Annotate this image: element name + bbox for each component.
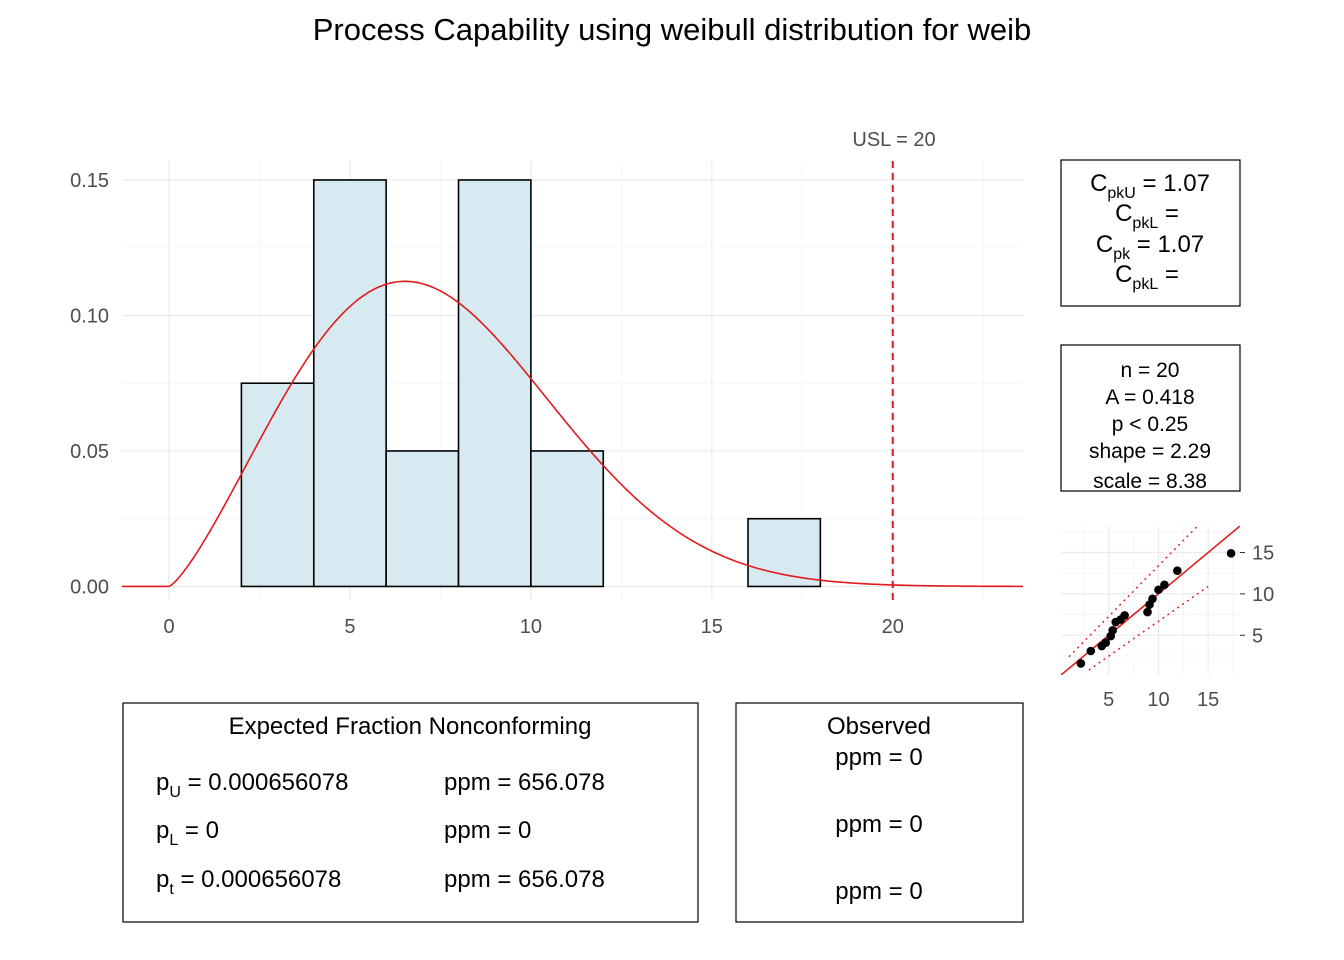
- cpk-text: Cpk = 1.07: [1096, 231, 1204, 263]
- observed-box: [735, 702, 1024, 923]
- density-curve-path: [122, 280, 1024, 588]
- stat-scale: scale = 8.38: [1093, 470, 1207, 493]
- qq-point: [1148, 594, 1157, 604]
- histogram-bar: [240, 382, 315, 588]
- qq-point: [1086, 646, 1096, 656]
- x-tick-label: 5: [344, 616, 355, 638]
- y-tick-label: 0.15: [70, 170, 109, 192]
- observed-ppm-3: ppm = 0: [835, 878, 922, 905]
- x-tick-label: 0: [163, 616, 174, 638]
- qq-lower-band: [1088, 585, 1209, 671]
- qq-point: [1108, 626, 1118, 635]
- pt-text: pt = 0.000656078: [156, 866, 341, 898]
- qq-x-ticks: 5 10 15: [1103, 689, 1219, 711]
- stat-shape: shape = 2.29: [1089, 440, 1211, 463]
- usl-label: USL = 20: [852, 129, 935, 151]
- qq-x-tick-label: 5: [1103, 689, 1114, 711]
- y-axis-ticks: 0.00 0.05 0.10 0.15: [70, 170, 109, 598]
- qq-point: [1076, 659, 1086, 668]
- histogram-bar: [385, 450, 460, 588]
- qq-point: [1120, 611, 1129, 620]
- capability-box: [1060, 159, 1241, 307]
- observed-ppm-2: ppm = 0: [835, 811, 922, 838]
- qq-points: [1076, 549, 1236, 668]
- y-tick-label: 0.05: [70, 441, 109, 463]
- histogram-bars: [240, 179, 822, 588]
- qq-y-tick-label: 15: [1252, 542, 1274, 564]
- histogram-bar: [530, 450, 605, 588]
- qq-point: [1101, 638, 1111, 648]
- cpkl-text: CpkL =: [1115, 200, 1179, 232]
- qq-y-ticks: 5 10 15: [1240, 542, 1274, 647]
- stat-p: p < 0.25: [1112, 413, 1188, 436]
- fitted-density-curve: [122, 280, 1024, 588]
- pu-text: pU = 0.000656078: [156, 769, 348, 801]
- y-tick-label: 0.10: [70, 305, 109, 327]
- histogram-panel: 0 5 10 15 20 0.00 0.05 0.10 0.15: [70, 161, 1024, 638]
- histogram-bar: [747, 517, 822, 588]
- y-tick-label: 0.00: [70, 576, 109, 598]
- stat-a: A = 0.418: [1105, 386, 1194, 409]
- ppm-u-text: ppm = 656.078: [444, 769, 605, 796]
- qq-point: [1154, 585, 1163, 595]
- qq-y-tick-label: 5: [1252, 625, 1263, 647]
- ppm-l-text: ppm = 0: [444, 817, 531, 844]
- observed-ppm-1: ppm = 0: [835, 744, 922, 771]
- expected-box: [122, 702, 699, 923]
- qq-x-tick-label: 10: [1147, 689, 1169, 711]
- histogram-bar: [312, 179, 387, 588]
- qq-point: [1226, 549, 1236, 558]
- observed-header: Observed: [827, 713, 931, 740]
- pl-text: pL = 0: [156, 817, 219, 849]
- stats-box: [1060, 344, 1241, 492]
- qq-point: [1160, 580, 1169, 590]
- histogram-bar: [457, 179, 532, 588]
- cpkl2-text: CpkL =: [1115, 261, 1179, 293]
- qq-point: [1173, 566, 1182, 575]
- cpku-text: CpkU = 1.07: [1090, 170, 1210, 202]
- x-tick-label: 15: [701, 616, 723, 638]
- stat-n: n = 20: [1121, 359, 1180, 382]
- qq-plot-panel: 5 10 15 5 10 15: [1061, 526, 1274, 711]
- x-tick-label: 10: [520, 616, 542, 638]
- qq-y-tick-label: 10: [1252, 584, 1274, 606]
- qq-point: [1143, 607, 1152, 617]
- qq-grid: [1061, 526, 1240, 675]
- x-axis-ticks: 0 5 10 15 20: [163, 616, 903, 638]
- qq-x-tick-label: 15: [1197, 689, 1219, 711]
- expected-header: Expected Fraction Nonconforming: [229, 713, 592, 740]
- chart-title: Process Capability using weibull distrib…: [313, 12, 1032, 47]
- x-tick-label: 20: [882, 616, 904, 638]
- ppm-t-text: ppm = 656.078: [444, 866, 605, 893]
